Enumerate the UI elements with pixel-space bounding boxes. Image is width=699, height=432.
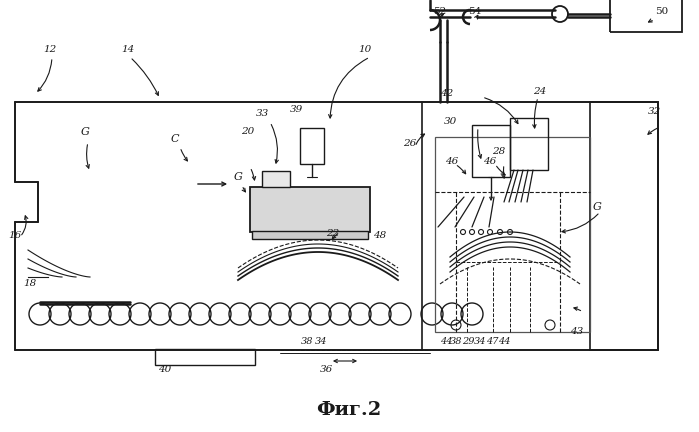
Text: 22: 22	[326, 229, 340, 238]
Bar	[472, 125, 510, 177]
Text: 33: 33	[255, 109, 268, 118]
Bar	[300, 128, 324, 164]
Text: 32: 32	[649, 108, 662, 117]
Text: Фиг.2: Фиг.2	[317, 401, 382, 419]
Text: 46: 46	[445, 158, 459, 166]
Bar	[610, 0, 682, 32]
Text: 44: 44	[498, 337, 510, 346]
Text: 50: 50	[656, 7, 669, 16]
Text: 20: 20	[241, 127, 254, 137]
Text: 46: 46	[484, 158, 496, 166]
Text: 16: 16	[8, 231, 22, 239]
Text: 48: 48	[373, 231, 387, 239]
Bar	[590, 102, 658, 350]
Bar	[250, 187, 370, 232]
Text: G: G	[233, 172, 243, 182]
Bar	[252, 231, 368, 239]
Text: 40: 40	[159, 365, 172, 375]
Text: 29: 29	[462, 337, 474, 346]
Bar	[155, 349, 255, 365]
Text: 52: 52	[433, 7, 447, 16]
Text: 38: 38	[301, 337, 313, 346]
Text: 43: 43	[570, 327, 584, 337]
Text: 10: 10	[359, 45, 372, 54]
Text: C: C	[171, 134, 179, 144]
Text: 54: 54	[468, 7, 482, 16]
Bar	[510, 118, 548, 170]
Text: 26: 26	[403, 140, 417, 149]
Text: 28: 28	[492, 147, 505, 156]
Text: 38: 38	[449, 337, 462, 346]
Text: 36: 36	[320, 365, 333, 375]
Text: 39: 39	[289, 105, 303, 114]
Text: 14: 14	[122, 45, 135, 54]
Text: 47: 47	[486, 337, 498, 346]
Text: G: G	[593, 202, 601, 212]
Text: 18: 18	[23, 280, 36, 289]
Text: 30: 30	[443, 118, 456, 127]
Bar	[435, 137, 590, 332]
Text: 34: 34	[474, 337, 487, 346]
Text: 24: 24	[533, 88, 547, 96]
Text: 42: 42	[440, 89, 454, 98]
Bar	[262, 171, 290, 187]
Text: 12: 12	[43, 45, 57, 54]
Text: 34: 34	[315, 337, 327, 346]
Text: G: G	[80, 127, 89, 137]
Text: 44: 44	[440, 337, 452, 346]
